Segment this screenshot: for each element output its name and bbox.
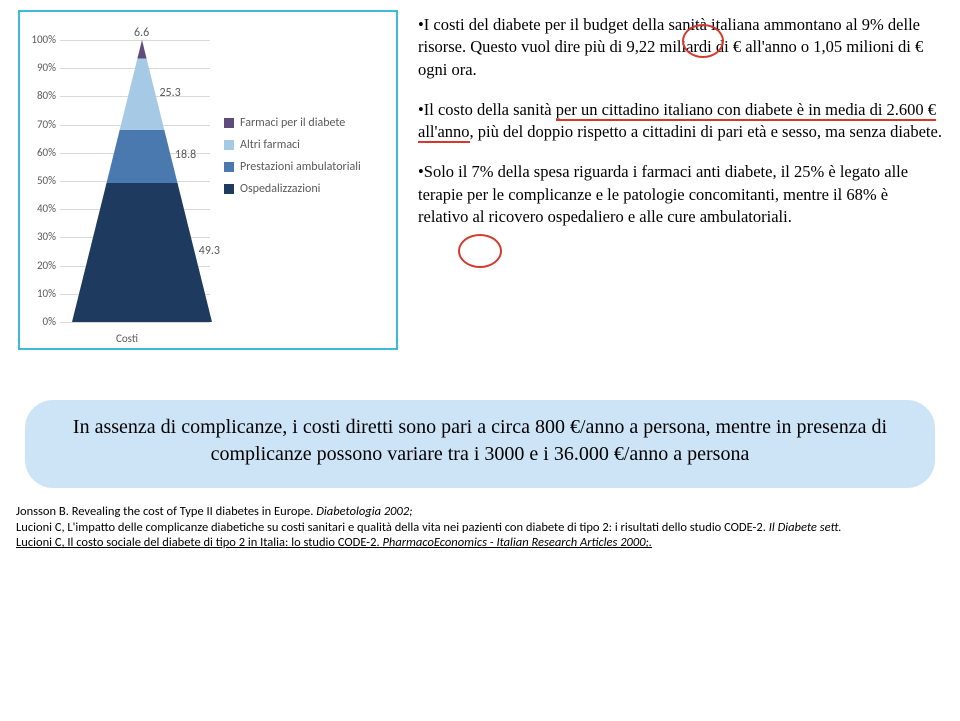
highlight-circle-9pct (682, 24, 724, 58)
y-tick-label: 80% (26, 89, 56, 102)
legend-item: Farmaci per il diabete (224, 116, 361, 130)
stacked-triangle (72, 40, 212, 322)
references: Jonsson B. Revealing the cost of Type II… (0, 498, 960, 551)
segment-value-label: 49.3 (199, 244, 220, 258)
y-tick-label: 60% (26, 146, 56, 159)
legend-label: Altri farmaci (240, 138, 300, 152)
y-tick-label: 30% (26, 230, 56, 243)
legend-item: Prestazioni ambulatoriali (224, 160, 361, 174)
cost-stacked-chart: 100% 90% 80% 70% 60% 50% 40% 30% 20% 10% 0% 6.6 25.… (24, 18, 392, 346)
y-tick-label: 70% (26, 118, 56, 131)
y-tick-label: 50% (26, 174, 56, 187)
legend-label: Prestazioni ambulatoriali (240, 160, 361, 174)
legend-label: Farmaci per il diabete (240, 116, 345, 130)
legend-swatch (224, 162, 234, 172)
y-tick-label: 10% (26, 287, 56, 300)
bullet-2: •Il costo della sanità per un cittadino … (418, 99, 942, 144)
segment-value-label: 18.8 (175, 148, 196, 162)
bullet-3: •Solo il 7% della spesa riguarda i farma… (418, 161, 942, 228)
highlight-circle-7pct (458, 234, 502, 268)
callout-box: In assenza di complicanze, i costi diret… (25, 400, 935, 488)
chart-container: 100% 90% 80% 70% 60% 50% 40% 30% 20% 10% 0% 6.6 25.… (18, 10, 398, 350)
x-axis-label: Costi (116, 332, 138, 345)
legend-swatch (224, 118, 234, 128)
chart-legend: Farmaci per il diabete Altri farmaci Prest… (224, 116, 361, 204)
y-tick-label: 90% (26, 61, 56, 74)
y-tick-label: 40% (26, 202, 56, 215)
segment-value-label: 6.6 (134, 26, 149, 40)
legend-swatch (224, 184, 234, 194)
legend-item: Altri farmaci (224, 138, 361, 152)
segment-value-label: 25.3 (159, 86, 180, 100)
y-tick-label: 20% (26, 259, 56, 272)
y-tick-label: 100% (26, 33, 56, 46)
bullet-1: •I costi del diabete per il budget della… (418, 14, 942, 81)
legend-swatch (224, 140, 234, 150)
legend-label: Ospedalizzazioni (240, 182, 320, 196)
bullet-text-block: •I costi del diabete per il budget della… (418, 10, 942, 350)
y-tick-label: 0% (26, 315, 56, 328)
legend-item: Ospedalizzazioni (224, 182, 361, 196)
